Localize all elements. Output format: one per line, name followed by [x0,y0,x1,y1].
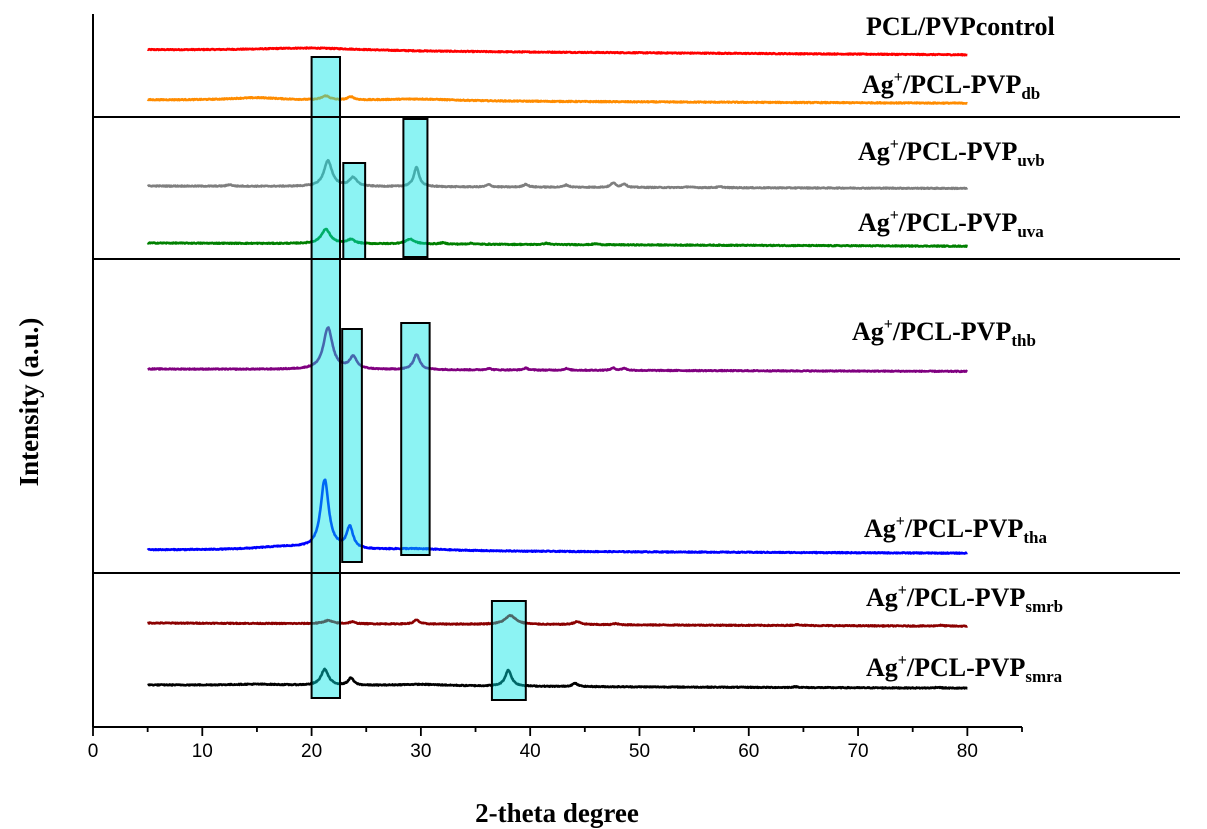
x-axis-title: 2-theta degree [475,798,639,828]
highlight-box [342,162,367,260]
series-line-control [146,46,969,57]
series-line-uvb [146,158,969,191]
series-lines [146,46,969,690]
x-tick-label: 40 [520,741,541,762]
highlight-box [490,600,527,701]
x-tick-label: 70 [847,741,868,762]
x-tick-label: 20 [301,741,322,762]
series-label-control: PCL/PVPcontrol [866,12,1055,41]
series-label-db: Ag+/PCL-PVPdb [862,69,1040,103]
series-line-smra [146,667,969,690]
series-line-uva [146,227,969,248]
series-label-smrb: Ag+/PCL-PVPsmrb [866,582,1063,616]
series-label-tha: Ag+/PCL-PVPtha [864,513,1047,547]
x-tick-label: 10 [192,741,213,762]
series-line-thb [146,326,969,374]
x-tick-label: 60 [738,741,759,762]
panel-separators [93,116,1180,574]
series-labels: PCL/PVPcontrol Ag+/PCL-PVPdb Ag+/PCL-PVPuv… [852,12,1063,686]
y-axis-title: Intensity (a.u.) [14,318,44,487]
highlight-regions [310,56,527,701]
highlight-box [341,328,363,563]
series-line-smrb [146,613,969,628]
x-tick-label: 80 [957,741,978,762]
highlight-box [402,118,429,258]
x-tick-label: 0 [88,741,99,762]
series-line-tha [146,478,969,555]
series-label-uva: Ag+/PCL-PVPuva [858,207,1044,241]
highlight-box [310,56,342,699]
series-label-uvb: Ag+/PCL-PVPuvb [858,136,1045,170]
series-line-db [146,94,969,105]
axes: 0 10 20 30 40 50 60 70 80 [88,14,1023,762]
series-label-smra: Ag+/PCL-PVPsmra [866,652,1063,686]
x-tick-label: 30 [410,741,431,762]
series-label-thb: Ag+/PCL-PVPthb [852,316,1036,350]
x-tick-label: 50 [629,741,650,762]
highlight-box [400,322,431,556]
